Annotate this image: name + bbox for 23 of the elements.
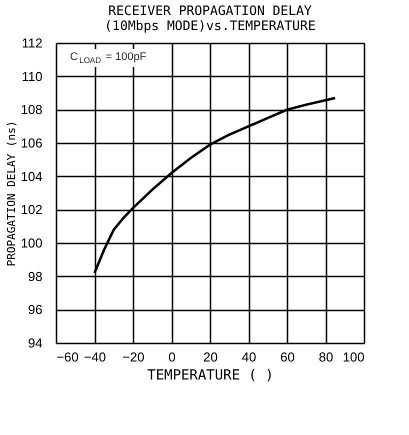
x-tick-label: 60 xyxy=(280,350,295,364)
y-tick-label: 94 xyxy=(28,336,42,350)
x-tick-label: 100 xyxy=(342,350,364,364)
x-tick-label: −20 xyxy=(122,350,145,364)
y-tick-label: 98 xyxy=(28,268,42,284)
x-tick-label: −60 xyxy=(56,350,79,364)
text: RECEIVER PROPAGATION DELAY xyxy=(108,4,312,19)
y-tick-label: 106 xyxy=(20,136,42,150)
x-tick-label: −40 xyxy=(84,350,106,364)
y-tick-label: 96 xyxy=(28,302,42,318)
y-tick-label: 112 xyxy=(22,36,42,50)
x-tick-label: 40 xyxy=(242,350,256,364)
y-tick-label: 104 xyxy=(20,168,42,184)
text: (10Mbps MODE)vs.TEMPERATURE xyxy=(104,19,316,34)
x-tick-label: 20 xyxy=(203,350,218,364)
x-axis-title: TEMPERATURE ( ) xyxy=(147,368,274,384)
y-axis-title: PROPAGATION DELAY (ns) xyxy=(4,120,18,266)
y-tick-label: 110 xyxy=(22,68,42,84)
x-tick-label: 0 xyxy=(168,350,176,364)
y-tick-label: 102 xyxy=(20,202,42,218)
x-tick-label: 80 xyxy=(318,350,334,364)
y-tick-label: 108 xyxy=(20,102,42,118)
y-tick-label: 100 xyxy=(20,236,42,250)
